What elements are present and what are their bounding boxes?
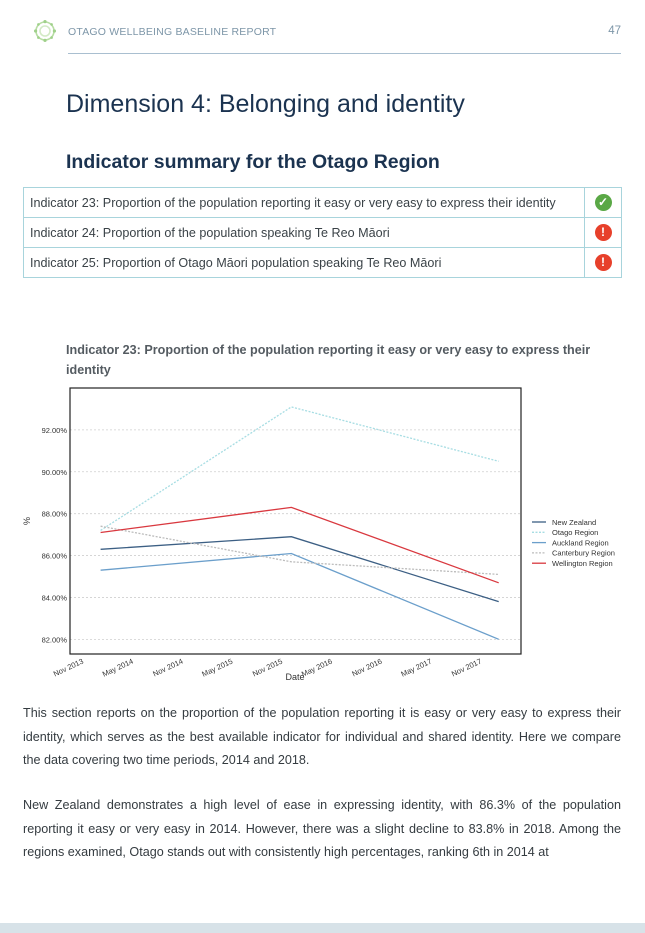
legend-label: Otago Region bbox=[552, 528, 598, 537]
line-chart: 82.00% 84.00% 86.00% 88.00% 90.00% 92.00% Nov… bbox=[22, 387, 615, 682]
indicator-cell: Indicator 23: Proportion of the populati… bbox=[23, 187, 585, 218]
plot-area-frame bbox=[69, 387, 522, 655]
legend-label: Wellington Region bbox=[552, 559, 613, 568]
y-tick-label: 86.00% bbox=[42, 552, 68, 561]
exclamation-circle-icon: ! bbox=[594, 254, 612, 271]
table-row: Indicator 24: Proportion of the populati… bbox=[23, 217, 622, 248]
dimension-title: Dimension 4: Belonging and identity bbox=[66, 90, 465, 118]
indicator-summary-heading: Indicator summary for the Otago Region bbox=[66, 151, 440, 173]
y-tick-label: 82.00% bbox=[42, 635, 68, 644]
x-tick-label: Nov 2013 bbox=[52, 657, 85, 679]
indicator-cell: Indicator 25: Proportion of Otago Māori … bbox=[23, 247, 585, 278]
x-tick-label: May 2016 bbox=[300, 657, 334, 679]
x-tick-label: May 2015 bbox=[200, 657, 234, 679]
series-line-canterbury-region bbox=[100, 525, 499, 576]
running-title: OTAGO WELLBEING BASELINE REPORT bbox=[68, 26, 277, 38]
series-line-auckland-region bbox=[100, 552, 499, 640]
x-axis-label: Date bbox=[285, 672, 304, 682]
indicator-summary-table: Indicator 23: Proportion of the populati… bbox=[23, 187, 622, 278]
series-line-new-zealand bbox=[100, 536, 499, 603]
x-tick-label: May 2017 bbox=[400, 657, 434, 679]
y-axis-label: % bbox=[22, 517, 32, 525]
series-line-otago-region bbox=[100, 406, 499, 531]
legend-label: Canterbury Region bbox=[552, 549, 615, 558]
check-circle-icon: ✓ bbox=[594, 194, 612, 211]
x-tick-label: Nov 2014 bbox=[151, 657, 184, 679]
page-number: 47 bbox=[608, 25, 621, 37]
exclamation-circle-icon: ! bbox=[594, 224, 612, 241]
y-tick-label: 84.00% bbox=[42, 593, 68, 602]
footer-band bbox=[0, 923, 645, 933]
x-tick-label: Nov 2015 bbox=[251, 657, 284, 679]
x-tick-label: Nov 2017 bbox=[450, 657, 483, 679]
table-row: Indicator 23: Proportion of the populati… bbox=[23, 187, 622, 218]
table-row: Indicator 25: Proportion of Otago Māori … bbox=[23, 247, 622, 278]
series-line-wellington-region bbox=[100, 506, 499, 584]
header-divider bbox=[68, 53, 621, 54]
body-paragraph: New Zealand demonstrates a high level of… bbox=[23, 798, 621, 859]
legend-label: New Zealand bbox=[552, 518, 596, 527]
chart-title: Indicator 23: Proportion of the populati… bbox=[66, 343, 591, 377]
y-tick-label: 90.00% bbox=[42, 468, 68, 477]
x-tick-label: Nov 2016 bbox=[351, 657, 384, 679]
wellbeing-logo-icon bbox=[34, 20, 56, 42]
y-tick-label: 88.00% bbox=[42, 510, 68, 519]
y-tick-label: 92.00% bbox=[42, 426, 68, 435]
legend-label: Auckland Region bbox=[552, 538, 609, 547]
indicator-cell: Indicator 24: Proportion of the populati… bbox=[23, 217, 585, 248]
body-paragraph: This section reports on the proportion o… bbox=[23, 706, 621, 767]
x-tick-label: May 2014 bbox=[101, 657, 135, 679]
